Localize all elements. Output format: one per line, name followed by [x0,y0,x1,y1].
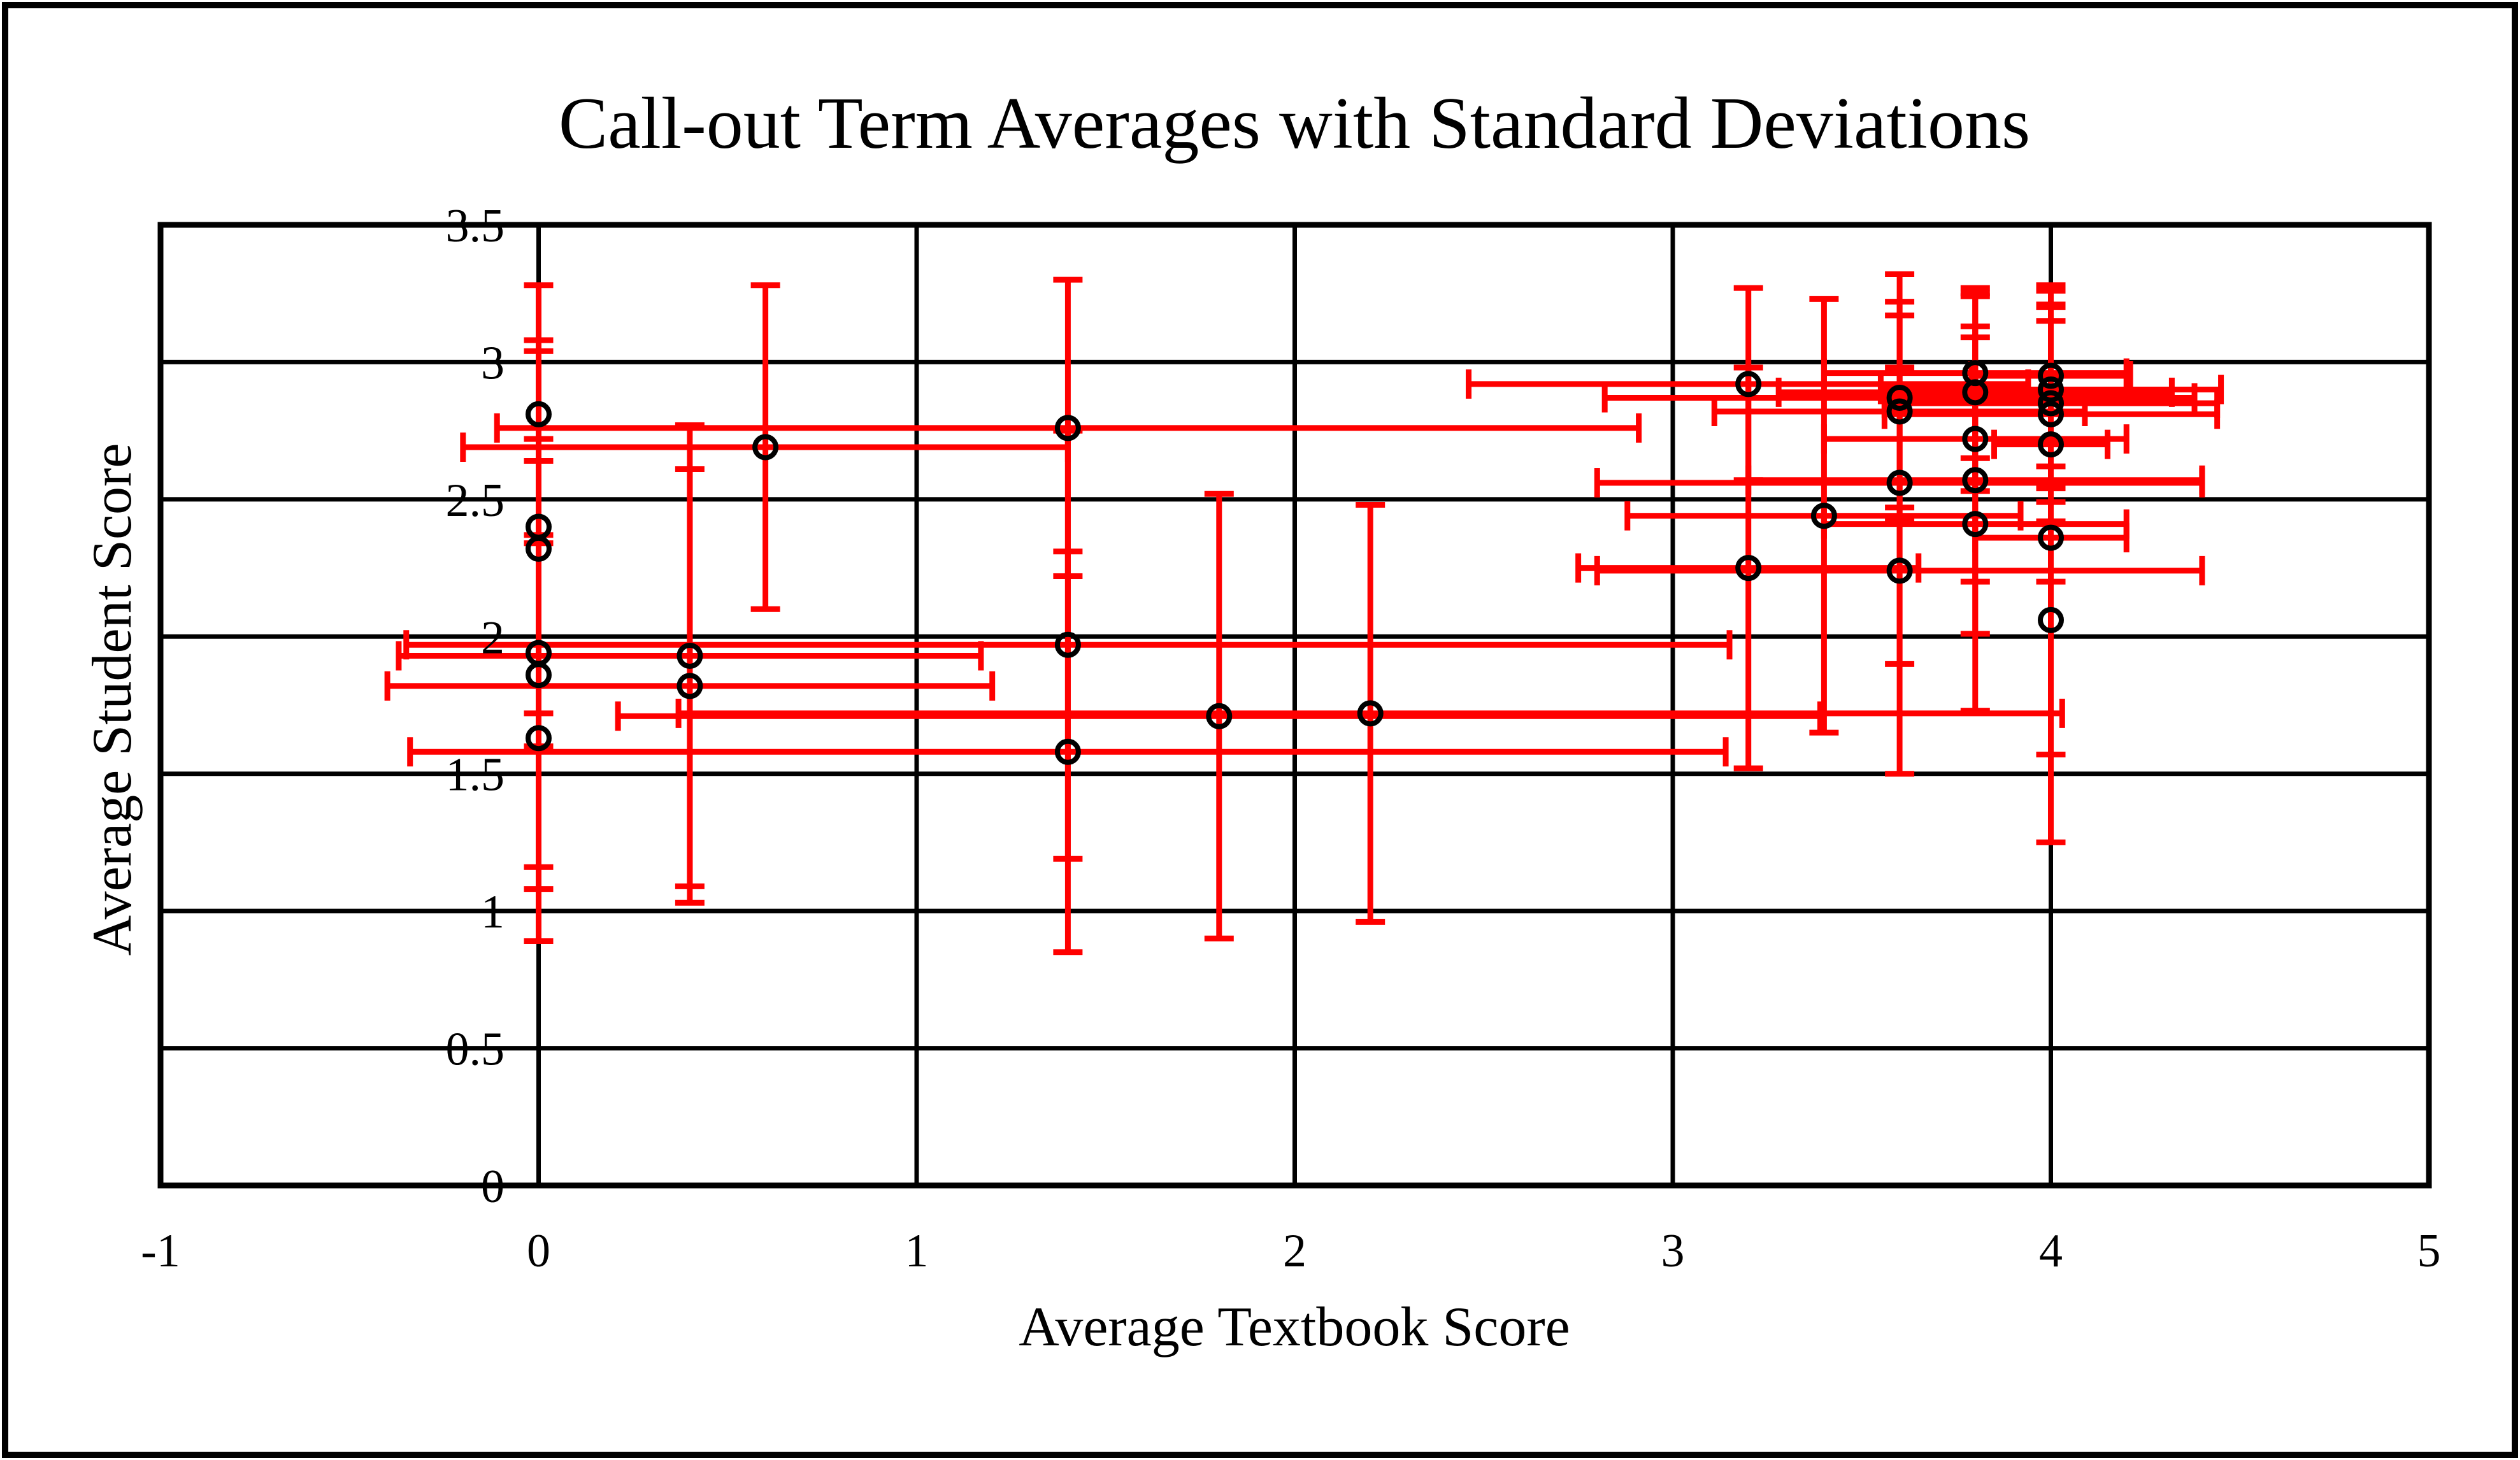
data-point-marker [1886,557,1913,584]
y-axis-title: Average Student Score [82,443,143,956]
data-point-marker [1735,555,1762,582]
x-tick-label: 0 [527,1225,550,1277]
data-point-marker [1357,700,1384,727]
data-point-marker [2038,390,2064,417]
error-bar-group [460,282,1071,612]
data-point-marker [2038,524,2064,551]
data-point-marker [1735,371,1762,397]
x-tick-label: 3 [1661,1225,1685,1277]
error-bar-group [675,501,2065,925]
data-point-marker [677,673,703,699]
y-tick-label: 0 [481,1161,505,1213]
data-point-marker [2038,376,2064,403]
error-bar-group [1594,364,2205,777]
data-point-marker [1886,398,1913,425]
data-point-marker [2038,362,2064,389]
data-point-marker [1962,511,1989,538]
plot-area-border [157,222,2432,1189]
x-tick-label: 1 [905,1225,929,1277]
error-bar-layer [384,271,2224,955]
y-tick-label: 3 [481,337,505,389]
data-point-layer [526,360,2064,765]
data-point-marker [2038,431,2064,458]
x-tick-label-layer: -1 0 1 2 3 4 5 [141,1225,2440,1277]
error-bar-group [407,548,1729,955]
y-tick-label: 3.5 [446,200,505,252]
data-point-marker [1962,467,1989,494]
data-point-marker [1962,426,1989,452]
data-point-marker [677,642,703,669]
data-point-marker [526,401,552,427]
x-tick-label: -1 [141,1225,180,1277]
x-tick-label: 4 [2039,1225,2063,1277]
y-tick-label: 0.5 [446,1024,505,1076]
error-bar-group [384,466,996,906]
data-point-marker [1810,503,1837,529]
y-tick-label-layer: 0 0.5 1 1.5 2 2.5 3 3.5 [446,200,505,1213]
data-point-marker [2038,606,2064,633]
data-point-marker [1886,469,1913,496]
data-point-marker [1054,631,1081,658]
data-point-marker [2038,401,2064,427]
data-point-marker [752,434,779,461]
data-point-marker [1054,738,1081,765]
data-point-marker [1206,703,1233,729]
data-point-marker [526,535,552,562]
y-tick-label: 1 [481,886,505,938]
data-point-marker [526,662,552,689]
plot-area-border-layer [157,222,2432,1189]
chart-title: Call-out Term Averages with Standard Dev… [559,83,2030,164]
y-tick-label: 2.5 [446,475,505,527]
x-tick-label: 5 [2417,1225,2441,1277]
data-point-marker [1054,415,1081,441]
y-tick-label: 1.5 [446,749,505,801]
data-point-marker [1962,379,1989,406]
data-point-marker [526,725,552,752]
x-axis-title: Average Textbook Score [1019,1296,1570,1358]
x-tick-label: 2 [1283,1225,1307,1277]
data-point-marker [1886,384,1913,411]
y-tick-label: 2 [481,612,505,664]
